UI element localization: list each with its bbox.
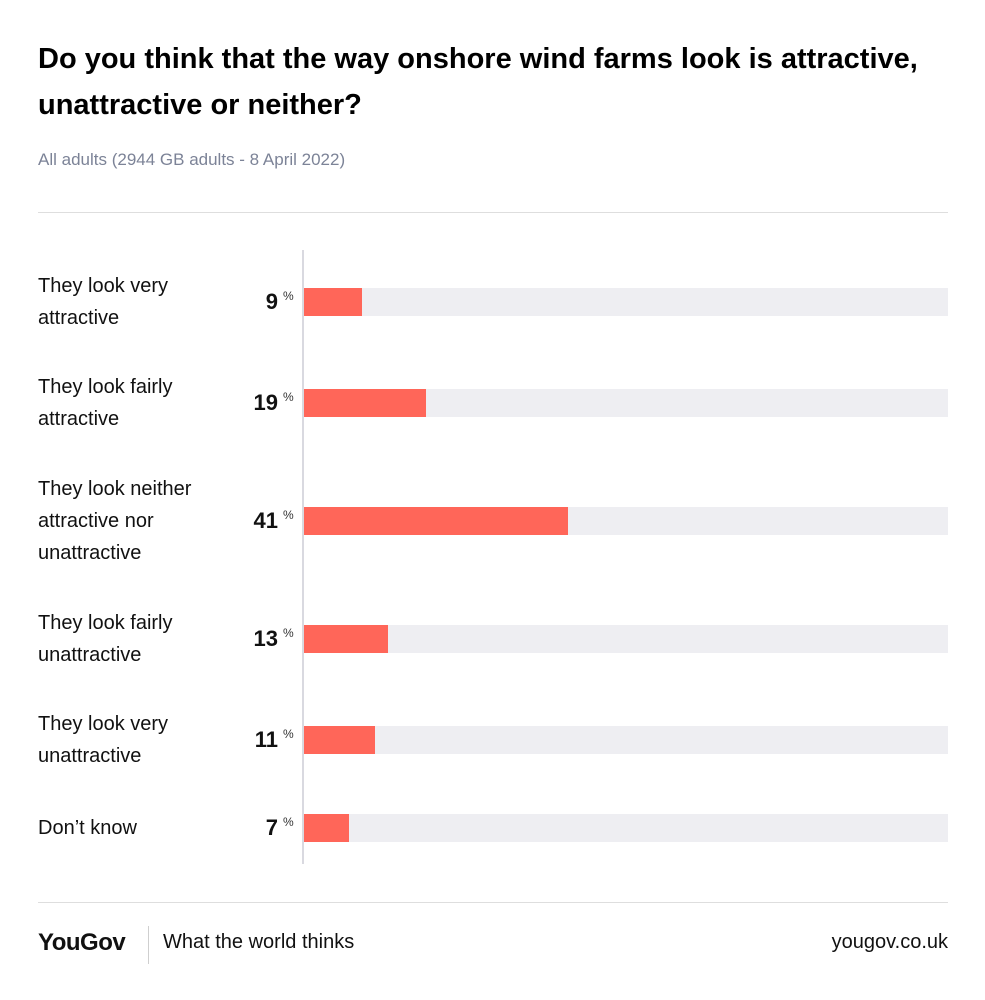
yougov-logo: YouGov (38, 929, 126, 956)
y-axis-line (302, 250, 304, 864)
bar-track (304, 726, 948, 754)
footer-site-link[interactable]: yougov.co.uk (831, 931, 948, 953)
bottom-divider (38, 902, 948, 903)
bar (304, 625, 388, 653)
category-label: They look very unattractive (38, 713, 169, 767)
percent-sign: % (283, 508, 294, 522)
top-divider (38, 212, 948, 213)
percent-sign: % (283, 815, 294, 829)
chart-subtitle: All adults (2944 GB adults - 8 April 202… (38, 150, 346, 169)
percent-sign: % (283, 390, 294, 404)
category-label: They look fairly attractive (38, 376, 173, 430)
category-label: They look neither attractive nor unattra… (38, 478, 192, 564)
percent-sign: % (283, 626, 294, 640)
chart-title: Do you think that the way onshore wind f… (38, 43, 918, 121)
value-label: 9 (265, 289, 278, 314)
category-label: They look very attractive (38, 275, 169, 329)
value-label: 13 (253, 626, 278, 651)
value-label: 41 (253, 508, 278, 533)
category-label: Don’t know (38, 817, 137, 839)
bar (304, 288, 362, 316)
bar (304, 507, 569, 535)
footer-divider (148, 926, 149, 964)
value-label: 19 (253, 390, 278, 415)
percent-sign: % (283, 289, 294, 303)
value-label: 11 (254, 727, 278, 752)
bar (304, 389, 427, 417)
bar (304, 814, 350, 842)
value-label: 7 (265, 815, 278, 840)
bar (304, 726, 375, 754)
percent-sign: % (283, 727, 294, 741)
bar-track (304, 625, 948, 653)
bar-track (304, 288, 948, 316)
bar-track (304, 814, 948, 842)
category-label: They look fairly unattractive (38, 612, 173, 666)
footer-tagline: What the world thinks (163, 931, 355, 953)
